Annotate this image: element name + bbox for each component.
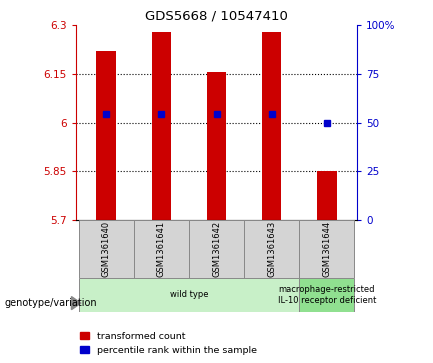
Bar [299,278,355,312]
Bar [189,220,244,278]
Bar [299,220,355,278]
Bar [317,171,336,220]
Title: GDS5668 / 10547410: GDS5668 / 10547410 [145,10,288,23]
Bar [207,72,226,220]
Text: macrophage-restricted
IL-10 receptor deficient: macrophage-restricted IL-10 receptor def… [278,285,376,305]
Bar [262,32,281,220]
Bar [78,220,134,278]
Text: GSM1361640: GSM1361640 [102,221,110,277]
Text: GSM1361642: GSM1361642 [212,221,221,277]
Bar [97,51,116,220]
Bar [152,32,171,220]
Text: GSM1361643: GSM1361643 [267,221,276,277]
Text: GSM1361644: GSM1361644 [323,221,331,277]
Text: genotype/variation: genotype/variation [4,298,97,308]
Bar [244,220,299,278]
Bar [78,278,299,312]
Text: GSM1361641: GSM1361641 [157,221,166,277]
Text: wild type: wild type [170,290,208,299]
Bar [134,220,189,278]
Legend: transformed count, percentile rank within the sample: transformed count, percentile rank withi… [81,332,257,355]
Polygon shape [71,297,81,310]
